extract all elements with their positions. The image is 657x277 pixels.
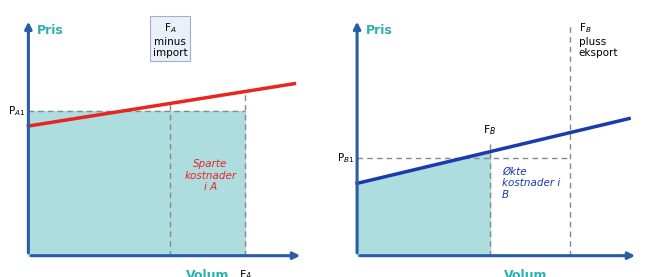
Text: F$_{A}$
minus
import: F$_{A}$ minus import: [152, 21, 187, 58]
Text: F$_{B}$
pluss
eksport: F$_{B}$ pluss eksport: [579, 21, 618, 58]
Text: F$_B$: F$_B$: [484, 123, 497, 137]
Text: F$_A$: F$_A$: [238, 268, 252, 277]
Text: Pris: Pris: [37, 24, 64, 37]
Text: Pris: Pris: [366, 24, 393, 37]
Text: Volum: Volum: [504, 269, 547, 277]
Text: Økte
kostnader i
B: Økte kostnader i B: [502, 167, 560, 200]
Text: P$_{A1}$: P$_{A1}$: [8, 104, 26, 118]
Text: Volum: Volum: [186, 269, 229, 277]
Text: Sparte
kostnader
i A: Sparte kostnader i A: [185, 159, 237, 193]
Text: P$_{B1}$: P$_{B1}$: [337, 152, 354, 165]
Polygon shape: [28, 111, 245, 256]
